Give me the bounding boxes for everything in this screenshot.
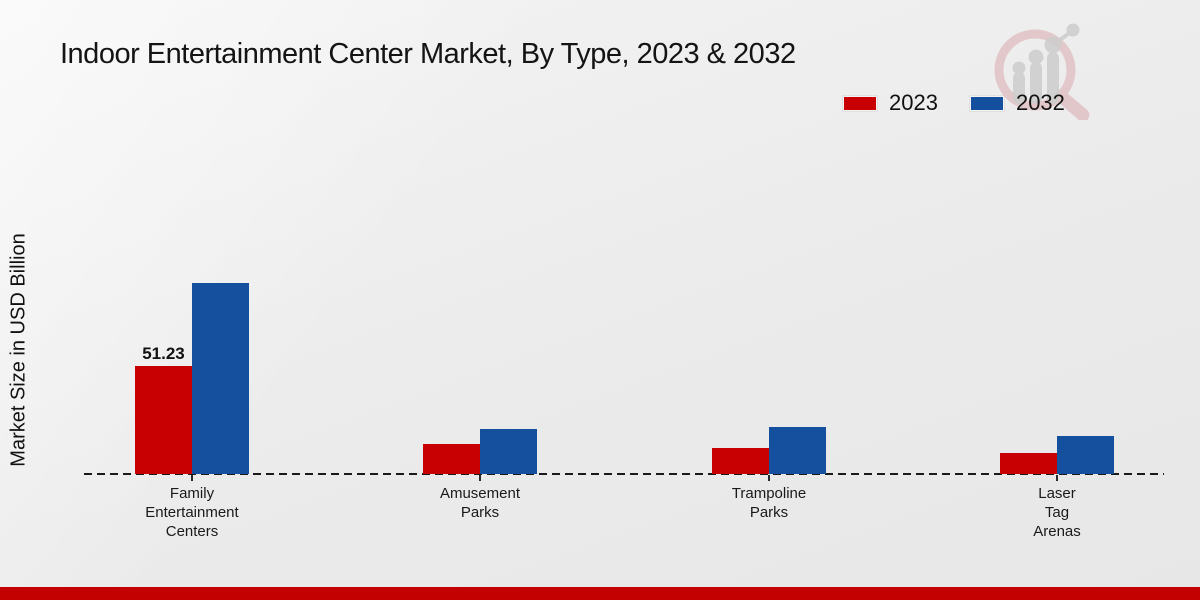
legend-label-2032: 2032 bbox=[1015, 90, 1065, 115]
bar-2023-laser-tag-arenas bbox=[1000, 453, 1057, 474]
bar-2023-family-entertainment-centers bbox=[135, 366, 192, 474]
legend-swatch-2032 bbox=[969, 95, 1004, 111]
category-label-amusement-parks: Amusement Parks bbox=[439, 485, 521, 521]
legend-item-2032: 2032 bbox=[969, 90, 1065, 116]
x-axis-baseline bbox=[84, 473, 1164, 475]
bar-2032-trampoline-parks bbox=[769, 427, 826, 474]
footer-accent-bar bbox=[0, 587, 1200, 600]
x-axis-tick bbox=[479, 475, 481, 481]
legend-item-2023: 2023 bbox=[843, 90, 938, 116]
legend-swatch-2023 bbox=[843, 95, 877, 111]
bar-2032-laser-tag-arenas bbox=[1057, 436, 1114, 474]
bar-2023-trampoline-parks bbox=[712, 448, 769, 474]
chart-title: Indoor Entertainment Center Market, By T… bbox=[60, 38, 796, 70]
bar-2023-amusement-parks bbox=[423, 444, 480, 474]
category-label-laser-tag-arenas: Laser Tag Arenas bbox=[1033, 485, 1081, 540]
category-label-family-entertainment-centers: Family Entertainment Centers bbox=[145, 485, 239, 540]
bar-value-label-2023-family-entertainment-centers: 51.23 bbox=[142, 344, 185, 363]
x-axis-tick bbox=[191, 475, 193, 481]
legend-label-2023: 2023 bbox=[889, 90, 938, 115]
category-label-trampoline-parks: Trampoline Parks bbox=[731, 485, 807, 521]
x-axis-tick bbox=[768, 475, 770, 481]
x-axis-tick bbox=[1056, 475, 1058, 481]
bar-2032-amusement-parks bbox=[480, 429, 537, 474]
bar-2032-family-entertainment-centers bbox=[192, 283, 249, 474]
legend: 2023 2032 bbox=[843, 90, 1065, 116]
magnifier-bar-chart-logo-icon bbox=[994, 23, 1090, 120]
